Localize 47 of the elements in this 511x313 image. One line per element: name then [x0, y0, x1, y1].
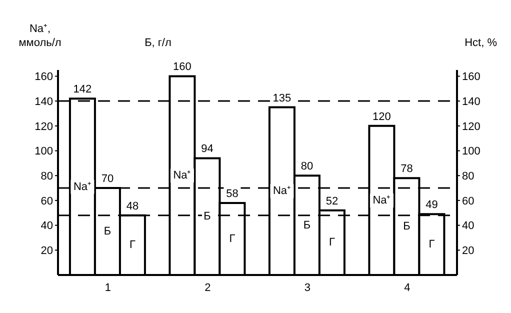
y2-tick-label: 160: [462, 71, 480, 84]
y2-tick-label: 100: [462, 146, 480, 158]
series-label: Г: [129, 239, 136, 252]
series-label: Na⁺: [272, 185, 291, 198]
text: Б: [303, 219, 311, 232]
text: Г: [328, 236, 335, 249]
y2-tick-label: 40: [462, 220, 474, 232]
y2-axis-title: Hct, %: [464, 37, 498, 49]
y2-tick-label: 120: [462, 120, 480, 133]
y-axis-title: Na⁺, ммоль/л: [18, 23, 62, 49]
data-label: 160: [173, 61, 192, 74]
data-label: 135: [272, 92, 292, 104]
text: Б, г/л: [144, 37, 172, 49]
y-tick-label: 40: [40, 220, 53, 232]
data-label: 58: [226, 188, 238, 200]
text: Na⁺: [73, 180, 92, 193]
x-tick-label: 4: [404, 282, 410, 294]
text: Б: [403, 220, 410, 233]
text: Na⁺: [173, 170, 192, 182]
y-tick-label: 60: [40, 195, 53, 208]
text: Г: [428, 238, 435, 251]
y2-tick-label: 140: [462, 96, 480, 108]
data-label: 142: [73, 84, 92, 96]
text: Б: [104, 226, 112, 238]
data-label: 48: [126, 200, 139, 212]
y2-tick-label: 60: [462, 195, 474, 208]
y-tick-label: 140: [34, 96, 53, 108]
y-tick-label: 160: [34, 71, 53, 84]
data-label: 52: [326, 195, 338, 208]
text: Na⁺: [372, 194, 391, 206]
x-tick-label: 1: [104, 282, 111, 294]
y-tick-label: 80: [40, 170, 53, 183]
y-tick-label: 120: [34, 120, 53, 133]
y-tick-label: 100: [34, 146, 53, 158]
x-tick-label: 2: [204, 282, 211, 294]
text: Г: [229, 232, 236, 245]
data-label: 120: [372, 110, 391, 123]
y2-tick-label: 20: [462, 245, 474, 258]
data-label: 78: [400, 163, 413, 176]
data-label: 94: [201, 143, 214, 156]
x-tick-label: 3: [304, 282, 310, 294]
data-label: 49: [426, 199, 438, 212]
y-tick-label: 20: [40, 245, 53, 258]
data-label: 70: [101, 173, 114, 186]
y2-tick-label: 80: [462, 170, 474, 183]
data-label: 80: [300, 160, 314, 173]
series-label: Б: [204, 210, 211, 223]
